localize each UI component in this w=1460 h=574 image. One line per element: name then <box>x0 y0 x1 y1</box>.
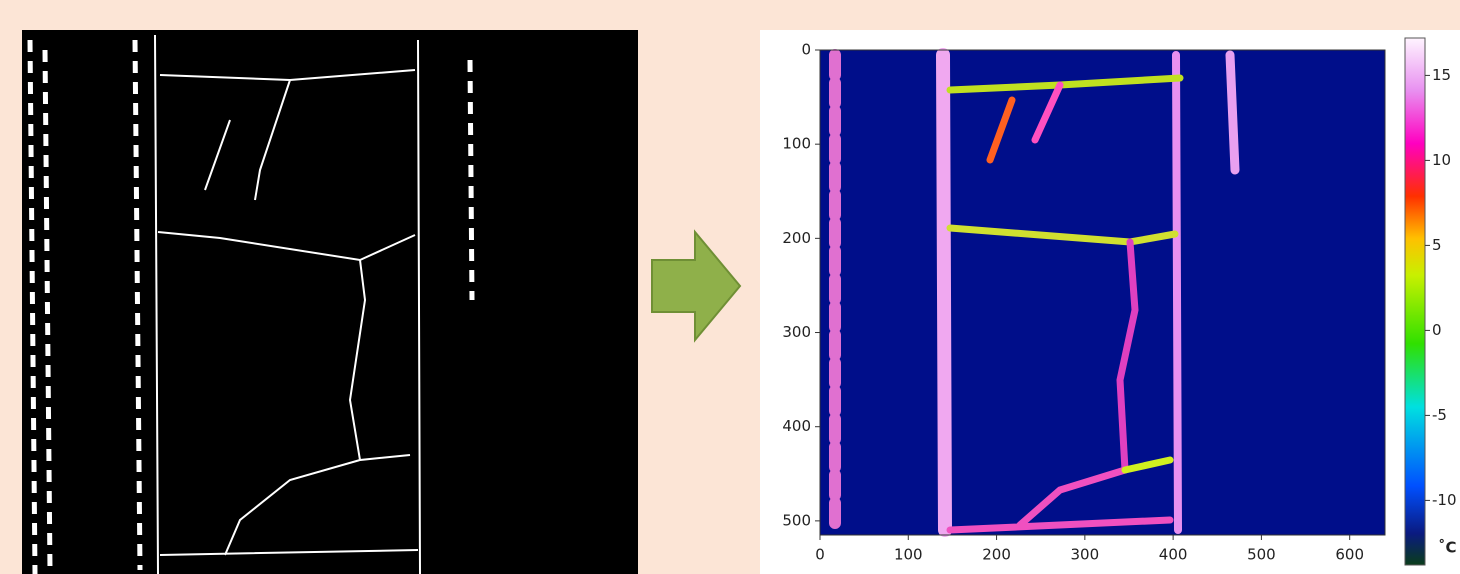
colorbar <box>1404 37 1426 566</box>
x-tick-label: 400 <box>1159 546 1188 564</box>
plot-frame <box>819 49 1386 536</box>
y-tick-label: 300 <box>782 323 811 341</box>
y-tick-label: 200 <box>782 229 811 247</box>
x-tick-label: 500 <box>1247 546 1276 564</box>
crack-lines <box>27 34 475 574</box>
colorbar-tick-label: 5 <box>1432 236 1442 254</box>
colorbar-tick-label: 10 <box>1432 151 1451 169</box>
colorbar-tick-label: -5 <box>1432 406 1447 424</box>
crack-image <box>22 30 638 574</box>
y-tick-label: 400 <box>782 417 811 435</box>
x-tick-label: 600 <box>1335 546 1364 564</box>
y-tick-label: 100 <box>782 135 811 153</box>
colorbar-tick-label: -10 <box>1432 491 1457 509</box>
x-tick-label: 300 <box>1071 546 1100 564</box>
colorbar-unit: ˚C <box>1438 539 1457 557</box>
y-tick-label: 0 <box>801 41 811 59</box>
x-tick-label: 100 <box>894 546 923 564</box>
x-tick-label: 200 <box>982 546 1011 564</box>
y-tick-label: 500 <box>782 511 811 529</box>
heatmap <box>820 50 1385 535</box>
heatmap-features <box>829 48 1240 537</box>
arrow <box>651 229 742 343</box>
x-tick-label: 0 <box>815 546 825 564</box>
colorbar-tick-label: 0 <box>1432 321 1442 339</box>
colorbar-tick-label: 15 <box>1432 66 1451 84</box>
